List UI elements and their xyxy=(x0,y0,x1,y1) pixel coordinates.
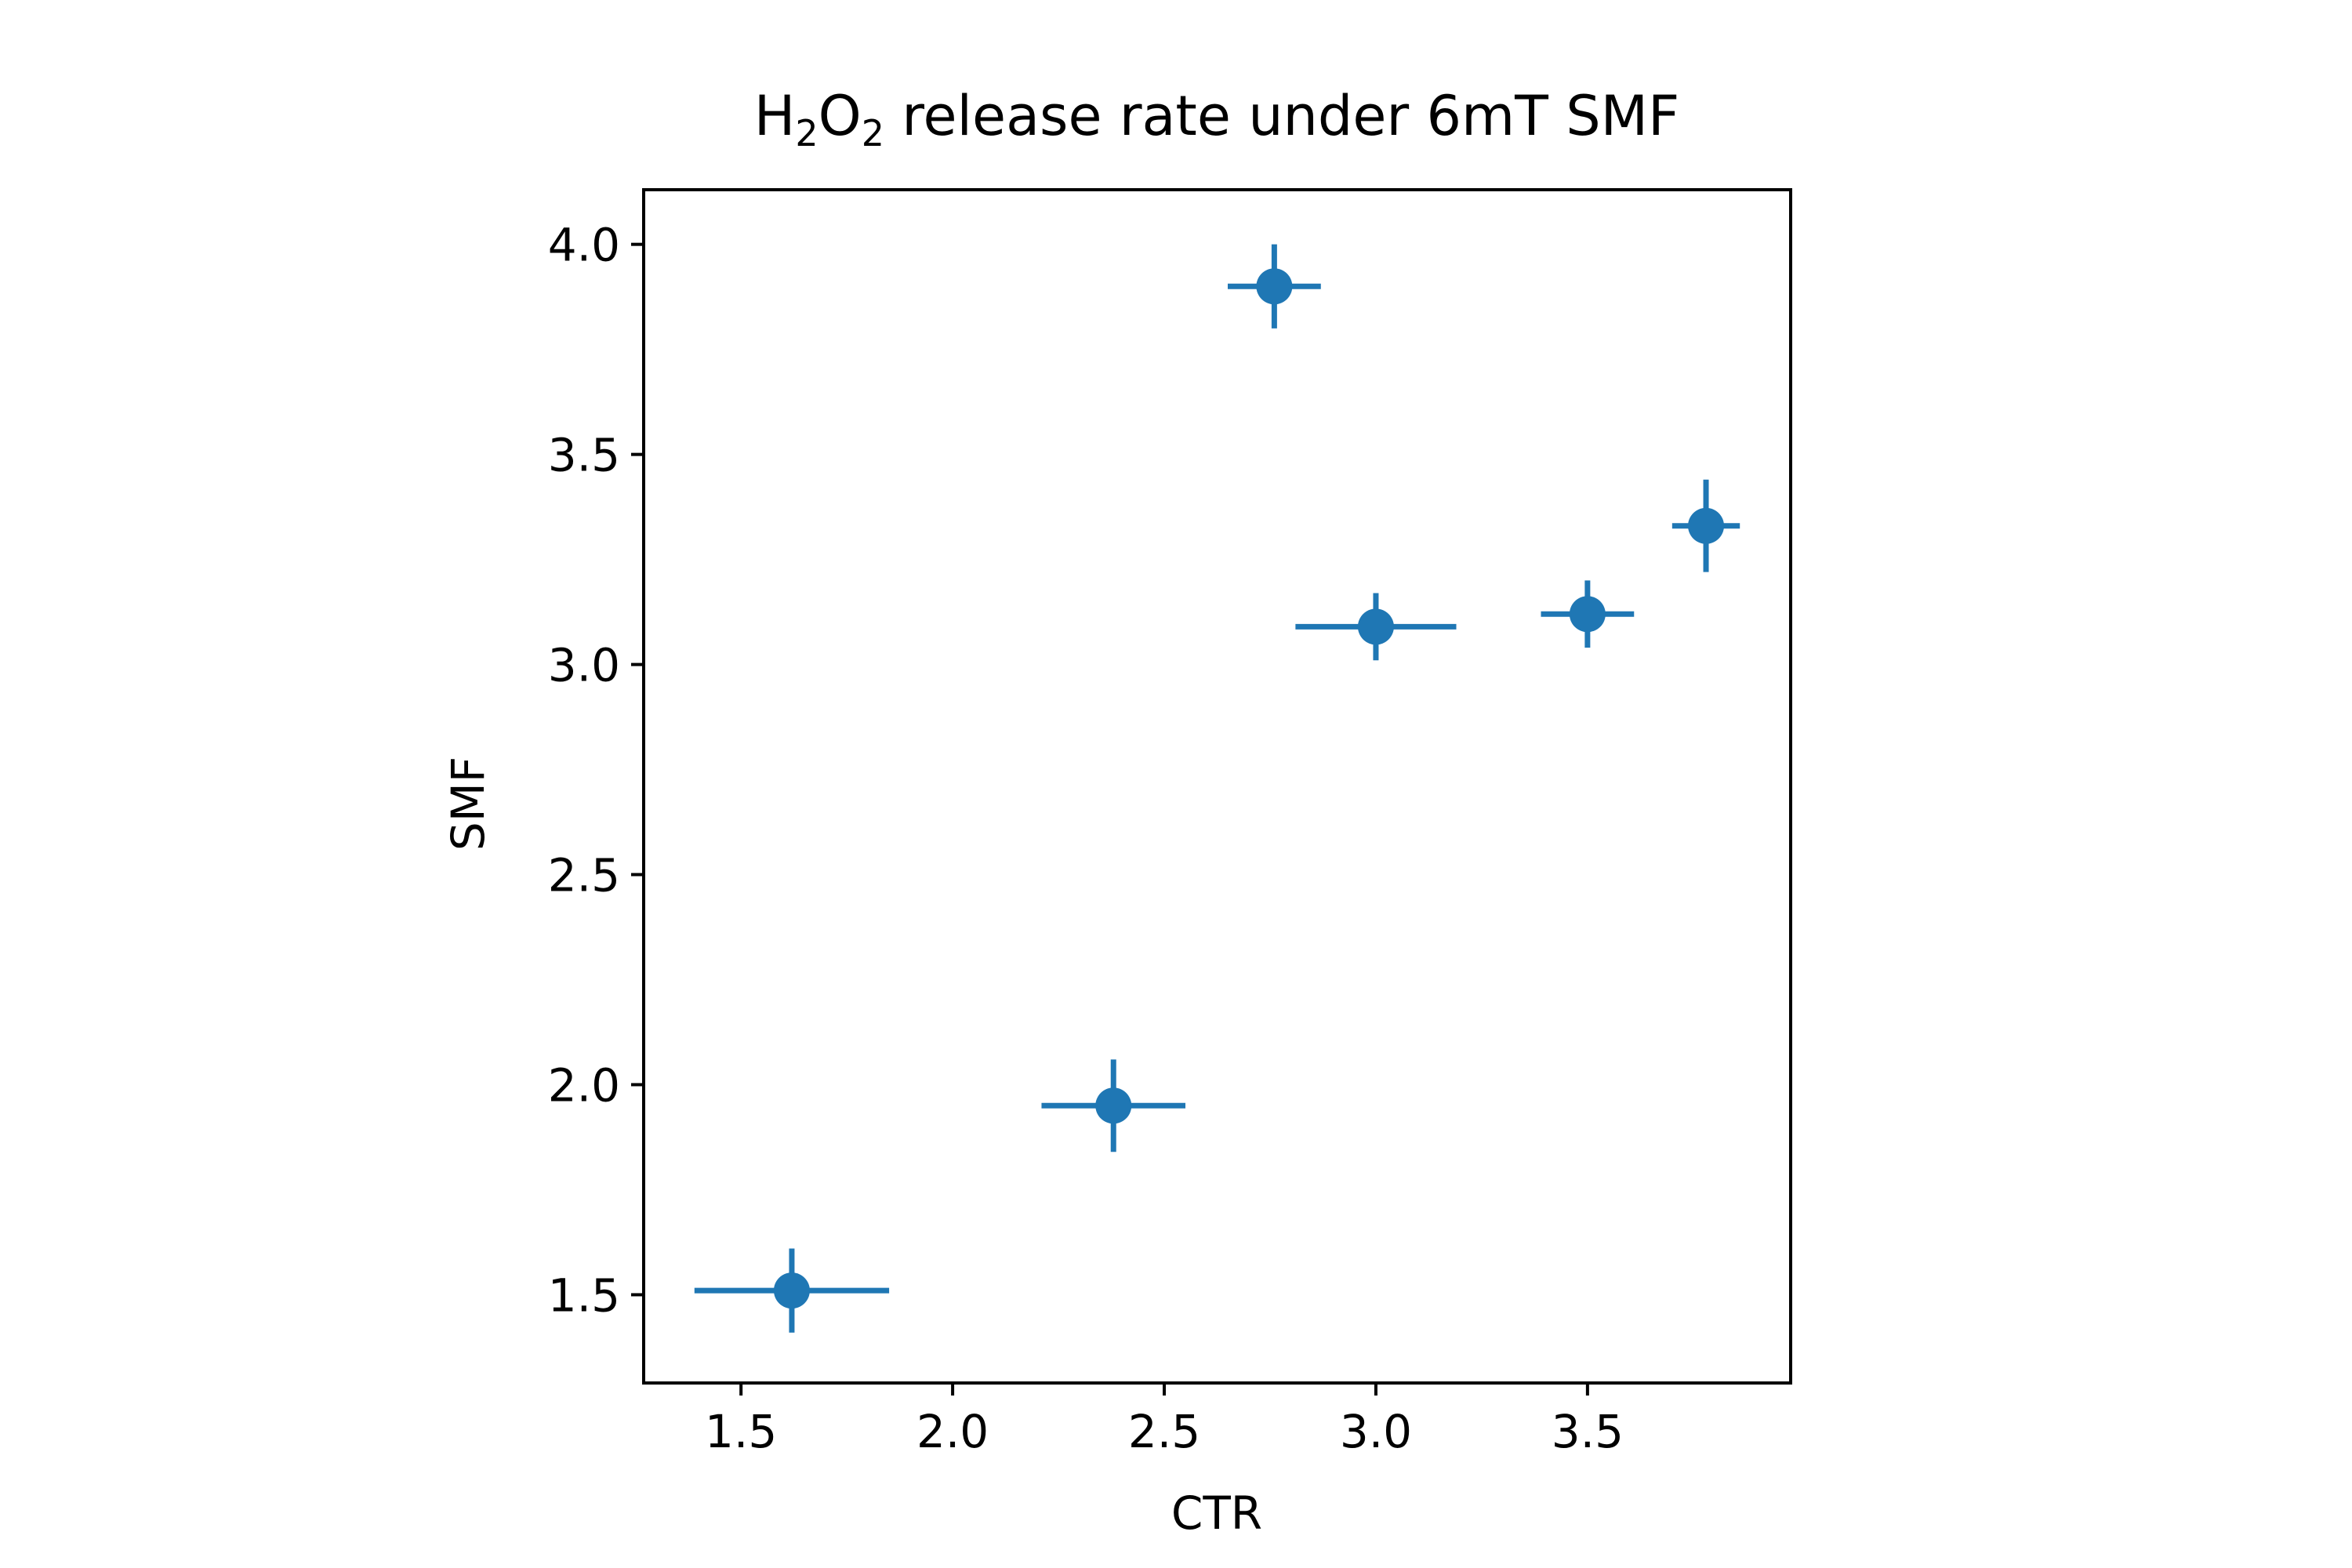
point-marker xyxy=(1256,268,1293,305)
x-tick-label: 3.0 xyxy=(1340,1405,1412,1458)
x-tick-label: 1.5 xyxy=(705,1405,777,1458)
x-tick-label: 2.0 xyxy=(916,1405,989,1458)
point-marker xyxy=(1095,1087,1132,1124)
point-marker xyxy=(1688,507,1725,544)
x-tick-label: 3.5 xyxy=(1552,1405,1624,1458)
point-marker xyxy=(1357,608,1394,645)
x-axis-label: CTR xyxy=(1171,1486,1262,1540)
y-tick-label: 4.0 xyxy=(548,219,620,272)
data-point-1 xyxy=(694,1248,890,1333)
data-point-3 xyxy=(1227,244,1321,328)
x-tick-label: 2.5 xyxy=(1128,1405,1200,1458)
plot-frame xyxy=(642,188,1792,1385)
x-axis: 1.5 2.0 2.5 3.0 3.5 xyxy=(705,1383,1624,1458)
data-point-4 xyxy=(1295,593,1457,661)
data-point-2 xyxy=(1041,1059,1186,1152)
y-axis: 1.5 2.0 2.5 3.0 3.5 4.0 xyxy=(548,219,644,1322)
data-point-6 xyxy=(1671,479,1740,572)
y-axis-label: SMF xyxy=(441,757,495,851)
chart-title: H2O2 release rate under 6mT SMF xyxy=(754,84,1680,154)
point-marker xyxy=(1569,596,1606,633)
y-tick-label: 3.5 xyxy=(548,429,620,482)
y-tick-label: 2.0 xyxy=(548,1059,620,1112)
y-tick-label: 2.5 xyxy=(548,849,620,902)
y-tick-label: 3.0 xyxy=(548,639,620,692)
y-tick-label: 1.5 xyxy=(548,1269,620,1322)
plot-area xyxy=(694,244,1740,1333)
data-point-5 xyxy=(1541,580,1635,648)
point-marker xyxy=(773,1272,810,1309)
